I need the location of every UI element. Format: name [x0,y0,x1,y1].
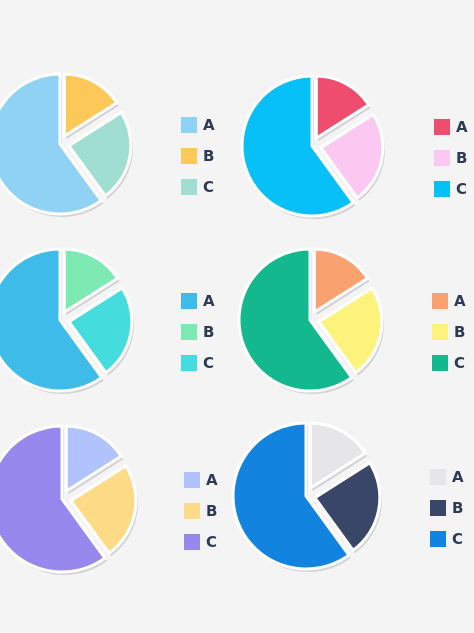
legend-swatch [434,181,450,197]
legend-item: C [181,176,215,198]
legend-item: B [181,145,215,167]
legend-item: B [184,500,218,522]
pie-slice-c [0,72,103,216]
legend-swatch [432,355,448,371]
legend-item: A [181,114,215,136]
legend-label: C [454,354,466,372]
legend-swatch [432,293,448,309]
legend-label: C [203,178,215,196]
legend-label: C [203,354,215,372]
legend-label: C [456,180,468,198]
legend-label: B [452,499,464,517]
pie-slice-b [313,461,382,552]
legend-swatch [430,469,446,485]
legend-swatch [430,531,446,547]
pie-chart-4 [237,247,384,394]
legend-swatch [184,472,200,488]
legend-label: C [206,533,218,551]
pie-chart-3 [0,247,134,394]
legend-label: A [206,471,218,489]
pie-slice-a [62,247,120,314]
legend-swatch [184,503,200,519]
pie-slice-a [64,424,123,493]
pie-slice-c [0,247,104,393]
pie-slice-a [312,247,370,314]
legend-label: B [454,323,466,341]
pie-slice-a [314,74,371,140]
pie-slice-b [67,286,134,375]
pie-slice-a [62,72,119,138]
legend-item: C [184,531,218,553]
legend-item: B [434,147,468,169]
legend-label: B [206,502,218,520]
pie-slice-b [319,112,385,200]
legend-item: C [432,352,466,374]
legend-item: B [430,497,464,519]
legend-label: B [203,323,215,341]
legend-label: B [456,149,468,167]
legend-item: C [181,352,215,374]
pie-slice-b [317,286,384,375]
legend-swatch [432,324,448,340]
pie-slice-b [67,110,133,198]
pie-chart-1 [0,72,133,217]
legend-item: A [184,469,218,491]
legend-label: B [203,147,215,165]
pie-slice-c [237,247,354,393]
pie-slice-c [231,421,351,571]
legend-item: C [434,178,468,200]
legend-label: A [454,292,466,310]
legend-item: B [181,321,215,343]
legend-swatch [181,355,197,371]
legend-swatch [184,534,200,550]
legend-item: A [432,290,466,312]
pie-chart-2 [240,74,385,219]
legend-label: C [452,530,464,548]
legend-swatch [181,148,197,164]
pie-chart-5 [0,424,138,575]
pie-slice-c [0,424,107,574]
legend-swatch [181,117,197,133]
pie-slice-a [308,421,367,490]
legend-item: A [181,290,215,312]
legend-swatch [434,119,450,135]
legend-swatch [181,293,197,309]
legend-swatch [434,150,450,166]
legend-swatch [181,179,197,195]
legend-label: A [452,468,464,486]
legend-swatch [430,500,446,516]
legend-swatch [181,324,197,340]
legend-label: A [203,292,215,310]
legend-item: A [430,466,464,488]
pie-slice-c [240,74,355,218]
legend-item: C [430,528,464,550]
legend-item: A [434,116,468,138]
legend-label: A [203,116,215,134]
pie-chart-6 [231,421,382,572]
pie-slice-b [69,464,138,555]
legend-label: A [456,118,468,136]
legend-item: B [432,321,466,343]
